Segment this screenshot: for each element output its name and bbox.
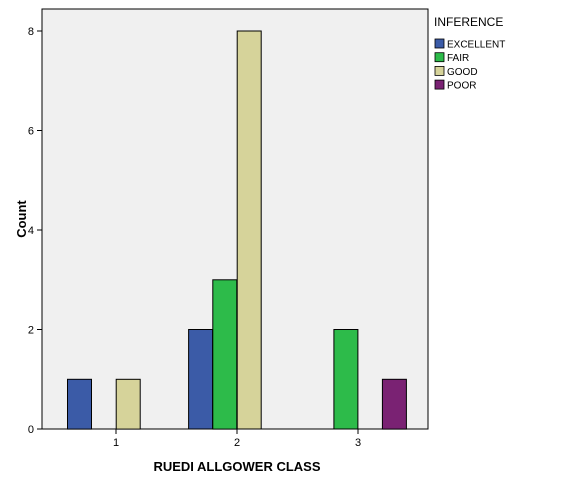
y-tick-label: 6 (28, 126, 34, 138)
bar-good-class-1 (115, 378, 141, 430)
legend-label-poor: POOR (447, 81, 476, 92)
legend-swatch-fair (434, 52, 445, 63)
bar-fair-class-3 (333, 329, 359, 430)
legend-label-excellent: EXCELLENT (447, 40, 505, 51)
y-tick-label: 4 (28, 225, 34, 237)
x-axis: 1 2 3 (113, 429, 361, 449)
legend-swatch-good (434, 66, 445, 76)
y-tick-label: 2 (28, 325, 34, 337)
bar-fair-class-2 (212, 279, 238, 430)
legend-swatch-poor (434, 79, 445, 90)
x-axis-title: RUEDI ALLGOWER CLASS (153, 459, 320, 474)
bars-group (67, 30, 407, 430)
x-tick-label: 1 (113, 437, 119, 449)
legend: INFERENCE EXCELLENT FAIR GOOD POOR (434, 15, 505, 92)
y-axis-title: Count (14, 200, 29, 238)
bar-poor-class-3 (381, 378, 407, 430)
legend-swatch-excellent (434, 38, 445, 49)
legend-title: INFERENCE (434, 15, 503, 29)
y-tick-label: 0 (28, 424, 34, 436)
x-tick-label: 3 (355, 437, 361, 449)
bar-good-class-2 (236, 30, 262, 430)
y-tick-label: 8 (28, 26, 34, 38)
legend-label-good: GOOD (447, 67, 478, 78)
y-axis: 0 2 4 6 8 (28, 26, 42, 436)
legend-label-fair: FAIR (447, 53, 469, 64)
x-tick-label: 2 (234, 437, 240, 449)
bar-excellent-class-1 (67, 378, 92, 430)
bar-excellent-class-2 (188, 329, 214, 430)
